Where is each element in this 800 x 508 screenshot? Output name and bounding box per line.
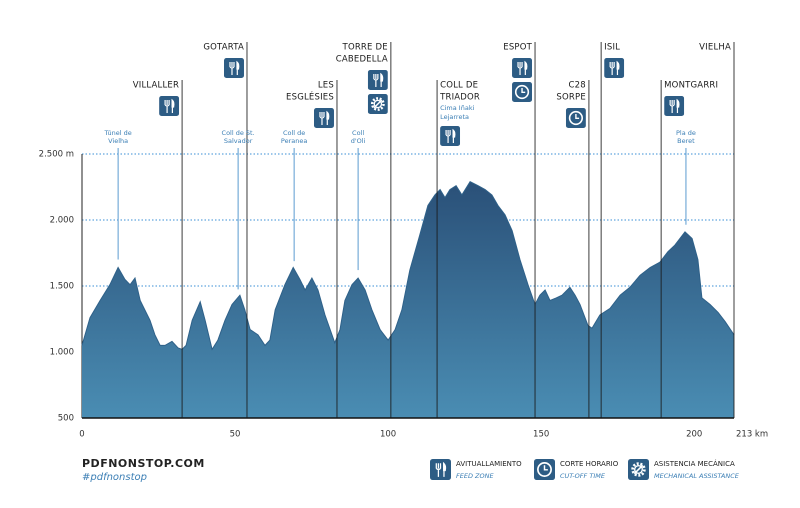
icon-feed	[604, 58, 625, 78]
y-tick-label: 1.500	[50, 282, 74, 292]
icon-feed	[512, 58, 533, 78]
area	[82, 181, 734, 418]
x-tick-label: 0	[79, 430, 84, 440]
pass-label: Salvador	[224, 137, 253, 145]
y-tick-label: 500	[58, 414, 74, 424]
waypoint-label: TRIADOR	[439, 93, 480, 103]
x-tick-label: 50	[230, 430, 241, 440]
pass-label: Vielha	[108, 137, 128, 145]
icon-mech	[367, 94, 388, 114]
legend-icon	[534, 459, 555, 480]
legend: AVITUALLAMIENTO FEED ZONE CORTE HORARIO CUT…	[430, 459, 740, 480]
pass-label: Peranea	[281, 137, 307, 145]
waypoint-label: TORRE DE	[342, 43, 388, 53]
pass-label: Túnel de	[104, 129, 132, 137]
legend-label: AVITUALLAMIENTO	[456, 460, 522, 468]
waypoint-label: ISIL	[604, 43, 620, 53]
pass-label: Coll de	[283, 129, 305, 137]
waypoint-label: SORPE	[556, 93, 586, 103]
profile	[81, 181, 735, 419]
legend-label: ASISTENCIA MECÁNICA	[654, 459, 735, 468]
icon-feed	[223, 58, 244, 78]
icon-feed	[159, 96, 180, 116]
waypoint-label: CABEDELLA	[336, 55, 388, 65]
icon-feed	[440, 126, 461, 146]
legend-sublabel: MECHANICAL ASSISTANCE	[654, 472, 740, 480]
icon-feed	[313, 108, 334, 128]
icon-clock	[512, 82, 533, 102]
x-tick-label: 100	[380, 430, 396, 440]
pass-label: Beret	[677, 137, 695, 145]
legend-sublabel: FEED ZONE	[456, 472, 494, 480]
legend-label: CORTE HORARIO	[560, 460, 619, 468]
waypoint-label: C28	[569, 81, 586, 91]
waypoint-label: VIELHA	[699, 43, 731, 53]
y-tick-label: 2.500 m	[39, 150, 74, 160]
waypoint-label: VILLALLER	[133, 81, 179, 91]
legend-sublabel: CUT-OFF TIME	[560, 472, 606, 480]
waypoint-label: ESGLÉSIES	[286, 91, 334, 103]
y-tick-label: 2.000	[50, 216, 74, 226]
icon-clock	[565, 108, 586, 128]
profile-line	[81, 181, 735, 351]
brand-site: PDFNONSTOP.COM	[82, 457, 205, 470]
waypoint-label: GOTARTA	[203, 43, 244, 53]
pass-label: Coll	[352, 129, 364, 137]
x-tick-label: 150	[533, 430, 549, 440]
waypoint-note: Lejarreta	[440, 113, 469, 121]
waypoint-note: Cima Iñaki	[440, 104, 475, 112]
x-tick-label: 200	[686, 430, 702, 440]
y-tick-label: 1.000	[50, 348, 74, 358]
waypoint-label: COLL DE	[440, 81, 478, 91]
legend-icon	[628, 459, 649, 480]
waypoint-label: MONTGARRI	[664, 81, 718, 91]
waypoint-label: ESPOT	[503, 43, 532, 53]
icon-feed	[664, 96, 685, 116]
waypoint-label: LES	[318, 81, 334, 91]
x-tick-label: 213 km	[736, 430, 768, 440]
pass-label: Pla de	[676, 129, 696, 137]
pass-label: Coll de St.	[222, 129, 255, 137]
brand-tag: #pdfnonstop	[82, 472, 147, 483]
legend-icon	[430, 459, 451, 480]
pass-label: d'Oli	[351, 137, 366, 145]
icon-feed	[367, 70, 388, 90]
